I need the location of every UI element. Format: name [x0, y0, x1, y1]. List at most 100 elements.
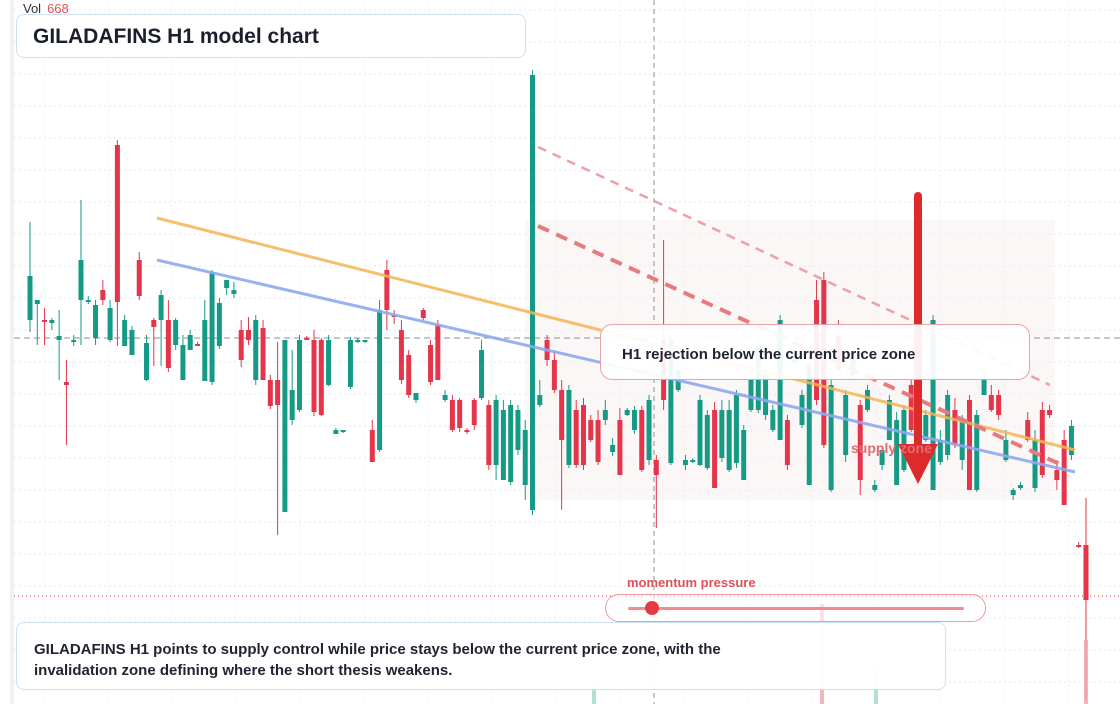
candle — [413, 393, 419, 403]
candle — [806, 360, 812, 485]
candles — [27, 70, 1089, 700]
candle — [100, 280, 106, 305]
candle — [741, 425, 747, 480]
candle — [144, 335, 150, 381]
candle — [901, 405, 907, 472]
candle-body — [551, 360, 557, 390]
candle-body — [996, 395, 1002, 415]
candle-body — [442, 395, 448, 400]
candle-body — [653, 460, 659, 475]
candle-body — [580, 405, 586, 465]
candle-body — [959, 420, 965, 460]
candle-body — [428, 345, 434, 382]
candle-body — [398, 330, 404, 380]
candle-body — [617, 420, 623, 475]
candle-body — [56, 336, 62, 340]
summary-text: GILADAFINS H1 points to supply control w… — [34, 641, 721, 679]
candle — [114, 140, 120, 346]
candle-body — [602, 410, 608, 420]
candle-body — [631, 410, 637, 430]
candle-body — [828, 385, 834, 490]
candle — [748, 375, 754, 412]
candle-body — [945, 395, 951, 455]
candle — [369, 420, 375, 462]
candle-body — [464, 430, 470, 432]
candle-body — [158, 295, 164, 320]
candle-body — [937, 440, 943, 462]
candle — [129, 326, 135, 355]
candle — [326, 335, 332, 386]
momentum-gauge — [605, 594, 986, 622]
candle — [595, 410, 601, 465]
candle-body — [901, 410, 907, 470]
candle — [908, 380, 914, 432]
candle-body — [42, 320, 48, 322]
candle — [435, 320, 441, 380]
candle — [784, 415, 790, 470]
candle-body — [311, 340, 317, 412]
candle-body — [1054, 470, 1060, 480]
candle — [1068, 420, 1074, 460]
candle-body — [537, 395, 543, 405]
candle-body — [260, 328, 266, 380]
volume-bar — [1084, 640, 1088, 704]
candle-body — [646, 400, 652, 460]
candle — [457, 398, 463, 432]
candle-body — [588, 420, 594, 440]
candle-body — [733, 395, 739, 463]
candle — [726, 400, 732, 472]
candle-body — [340, 430, 346, 432]
candle-body — [777, 320, 783, 440]
candle — [551, 352, 557, 393]
candle — [136, 252, 142, 300]
candle — [1061, 430, 1067, 505]
candle-body — [114, 145, 120, 302]
candle-body — [690, 460, 696, 462]
candle-body — [100, 290, 106, 300]
candle — [1017, 482, 1023, 490]
candle — [347, 337, 353, 389]
candle — [966, 395, 972, 490]
candle — [391, 310, 397, 324]
candle-body — [289, 390, 295, 420]
candle-body — [726, 410, 732, 470]
candle — [1054, 460, 1060, 490]
candle-body — [377, 310, 383, 450]
candle — [289, 350, 295, 425]
candle — [209, 270, 215, 385]
candle-body — [981, 380, 987, 395]
candle-body — [318, 340, 324, 415]
candle — [471, 398, 477, 430]
title-card: GILADAFINS H1 model chart — [16, 14, 526, 58]
candle-body — [165, 320, 171, 368]
candle — [508, 400, 514, 485]
candle — [260, 320, 266, 380]
candle-body — [362, 340, 368, 342]
candle-body — [224, 280, 230, 288]
candle — [945, 390, 951, 460]
volume-bar — [592, 684, 596, 704]
candle-body — [872, 485, 878, 490]
candle — [996, 390, 1002, 420]
candle — [296, 335, 302, 412]
candle — [122, 315, 128, 346]
candle — [580, 398, 586, 470]
volume-label: Vol — [23, 1, 42, 16]
candle — [56, 310, 62, 380]
candle-body — [435, 325, 441, 380]
candle-body — [486, 405, 492, 465]
candle-body — [682, 460, 688, 465]
candle-body — [595, 420, 601, 462]
candle — [959, 415, 965, 470]
candle — [697, 395, 703, 466]
candle-body — [610, 445, 616, 452]
candle — [937, 430, 943, 465]
candle — [610, 438, 616, 456]
candle-body — [326, 340, 332, 385]
candle-body — [770, 410, 776, 430]
candle-body — [988, 395, 994, 410]
candle — [245, 317, 251, 345]
candle — [406, 350, 412, 398]
candle-body — [624, 410, 630, 415]
candle — [690, 458, 696, 463]
